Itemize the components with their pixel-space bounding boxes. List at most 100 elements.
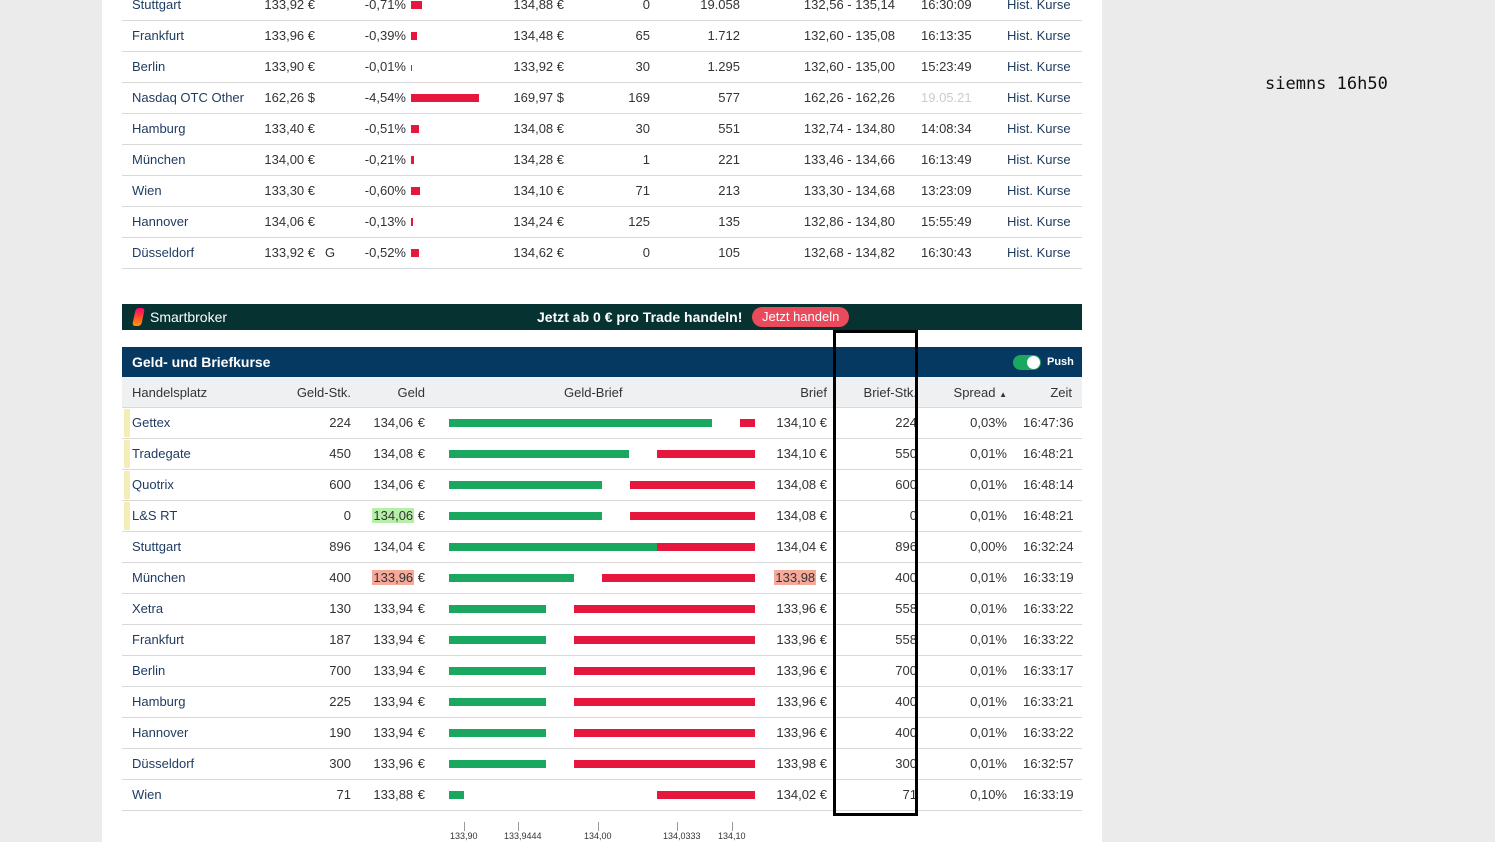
quote-row: Stuttgart 133,92 € -0,71% 134,88 € 0 19.058 13… — [122, 0, 1082, 21]
ask-bar — [630, 512, 755, 520]
bid-currency: € — [414, 446, 425, 461]
prev-close: 134,24 € — [513, 214, 564, 229]
hist-kurse-link[interactable]: Hist. Kurse — [1007, 121, 1071, 136]
place-link[interactable]: Hamburg — [132, 121, 186, 136]
volume-2: 19.058 — [700, 0, 740, 12]
col-bid-qty[interactable]: Geld-Stk. — [296, 385, 351, 400]
hist-kurse-link[interactable]: Hist. Kurse — [1007, 28, 1071, 43]
place-link[interactable]: Hannover — [132, 725, 189, 740]
hist-kurse-link[interactable]: Hist. Kurse — [1007, 90, 1071, 105]
col-time[interactable]: Zeit — [1050, 385, 1072, 400]
annotation-text: siemns 16h50 — [1265, 74, 1388, 94]
place-link[interactable]: München — [132, 570, 186, 585]
col-ask-qty[interactable]: Brief-Stk. — [863, 385, 917, 400]
volume-2: 577 — [718, 90, 740, 105]
bid-currency: € — [414, 539, 425, 554]
prev-close: 133,92 € — [513, 59, 564, 74]
price: 133,40 € — [264, 121, 315, 136]
place-link[interactable]: Nasdaq OTC Other — [132, 90, 244, 105]
place-link[interactable]: Xetra — [132, 601, 164, 616]
place-link[interactable]: Quotrix — [132, 477, 174, 492]
bid-bar — [449, 729, 546, 737]
col-place[interactable]: Handelsplatz — [132, 385, 208, 400]
time: 16:33:19 — [1023, 787, 1074, 802]
bid-currency: € — [414, 601, 425, 616]
place-link[interactable]: Gettex — [132, 415, 171, 430]
sort-asc-icon: ▲ — [999, 390, 1007, 399]
place-link[interactable]: Hannover — [132, 214, 189, 229]
spread: 0,01% — [970, 756, 1007, 771]
place-link[interactable]: Düsseldorf — [132, 756, 195, 771]
bid-value: 133,96 — [372, 570, 415, 585]
spread: 0,01% — [970, 601, 1007, 616]
bid-bar — [449, 760, 546, 768]
push-toggle[interactable] — [1013, 355, 1041, 370]
place-link[interactable]: Wien — [132, 787, 162, 802]
bid-bar — [449, 667, 546, 675]
hist-kurse-link[interactable]: Hist. Kurse — [1007, 59, 1071, 74]
day-range: 132,74 - 134,80 — [803, 121, 895, 136]
spread: 0,03% — [970, 415, 1007, 430]
time: 13:23:09 — [921, 183, 972, 198]
quote-row: Düsseldorf 133,92 € G -0,52% 134,62 € 0 105 132… — [122, 238, 1082, 269]
price: 133,30 € — [264, 183, 315, 198]
place-link[interactable]: Berlin — [132, 663, 166, 678]
bid-qty: 190 — [329, 725, 351, 740]
price: 133,92 € — [264, 245, 315, 260]
spread: 0,00% — [970, 539, 1007, 554]
ask-qty: 400 — [895, 694, 917, 709]
bid-ask-header: Geld- und Briefkurse Push — [122, 347, 1082, 377]
day-range: 132,86 - 134,80 — [803, 214, 895, 229]
place-link[interactable]: Hamburg — [132, 694, 186, 709]
volume-2: 551 — [718, 121, 740, 136]
bid-ask-row: Xetra 130 133,94 €133,96 €558 0,01% 16:33:22 — [122, 594, 1082, 625]
place-link[interactable]: Stuttgart — [132, 0, 182, 12]
prev-close: 134,10 € — [513, 183, 564, 198]
bid-currency: € — [414, 570, 425, 585]
volume-1: 125 — [628, 214, 650, 229]
bid-currency: € — [414, 725, 425, 740]
ask-bar — [574, 636, 755, 644]
bid-currency: € — [414, 663, 425, 678]
spread: 0,10% — [970, 787, 1007, 802]
place-link[interactable]: L&S RT — [132, 508, 178, 523]
axis-tick — [732, 822, 733, 831]
place-link[interactable]: Tradegate — [132, 446, 191, 461]
bid: 134,08 € — [372, 439, 425, 469]
ask-qty: 558 — [895, 601, 917, 616]
bid-value: 133,94 — [373, 694, 414, 709]
place-link[interactable]: Frankfurt — [132, 632, 185, 647]
place-link[interactable]: München — [132, 152, 186, 167]
place-link[interactable]: Frankfurt — [132, 28, 185, 43]
axis-tick-label: 133,90 — [450, 831, 478, 841]
place-link[interactable]: Wien — [132, 183, 162, 198]
place-link[interactable]: Berlin — [132, 59, 166, 74]
change-bar — [411, 32, 417, 40]
hist-kurse-link[interactable]: Hist. Kurse — [1007, 152, 1071, 167]
col-spread[interactable]: Spread ▲ — [954, 377, 1007, 410]
hist-kurse-link[interactable]: Hist. Kurse — [1007, 183, 1071, 198]
place-link[interactable]: Stuttgart — [132, 539, 182, 554]
change-bar — [411, 94, 480, 102]
time: 16:13:35 — [921, 28, 972, 43]
col-bid[interactable]: Geld — [397, 385, 425, 400]
ask-qty: 558 — [895, 632, 917, 647]
place-link[interactable]: Düsseldorf — [132, 245, 195, 260]
hist-kurse-link[interactable]: Hist. Kurse — [1007, 214, 1071, 229]
bid-qty: 130 — [329, 601, 351, 616]
trade-now-button[interactable]: Jetzt handeln — [752, 307, 850, 327]
bid-value: 134,04 — [373, 539, 414, 554]
col-ask[interactable]: Brief — [800, 385, 827, 400]
quote-row: Nasdaq OTC Other 162,26 $ -4,54% 169,97 $ 16… — [122, 83, 1082, 114]
price: 133,90 € — [264, 59, 315, 74]
col-bar[interactable]: Geld-Brief — [564, 385, 623, 400]
hist-kurse-link[interactable]: Hist. Kurse — [1007, 245, 1071, 260]
change: -0,21% — [364, 152, 406, 167]
ask: 133,98 € — [774, 563, 827, 593]
smartbroker-banner[interactable]: Smartbroker Jetzt ab 0 € pro Trade hande… — [122, 304, 1082, 330]
ask-qty: 224 — [895, 415, 917, 430]
bid-value: 133,94 — [373, 663, 414, 678]
bid: 133,96 € — [372, 749, 425, 779]
hist-kurse-link[interactable]: Hist. Kurse — [1007, 0, 1071, 12]
volume-2: 1.295 — [707, 59, 740, 74]
